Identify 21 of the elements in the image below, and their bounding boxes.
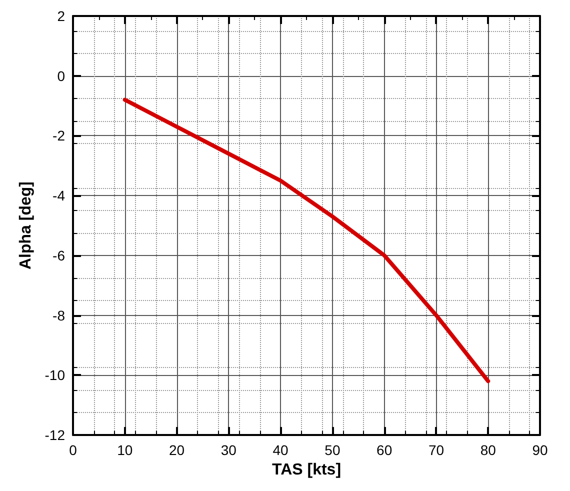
x-tick-label: 20	[168, 442, 185, 458]
y-tick-label: -2	[52, 128, 66, 144]
line-series	[122, 98, 490, 384]
x-tick-label: 90	[532, 442, 548, 458]
x-tick-label: 30	[220, 442, 237, 458]
x-tick-label: 60	[376, 442, 392, 458]
x-tick-label: 10	[117, 442, 133, 458]
y-tick-label: 0	[57, 68, 66, 84]
x-tick-label: 50	[324, 442, 340, 458]
x-tick-label: 40	[272, 442, 289, 458]
y-tick-label: -6	[52, 247, 66, 264]
x-tick-label: 0	[69, 442, 78, 458]
y-tick-label: 2	[57, 8, 66, 24]
y-tick-label: -4	[52, 188, 66, 204]
y-tick-label: -8	[52, 307, 66, 324]
y-axis-title: Alpha [deg]	[17, 182, 34, 270]
x-tick-label: 70	[428, 442, 444, 458]
x-axis-title: TAS [kts]	[272, 461, 342, 478]
y-tick-label: -10	[44, 367, 66, 384]
y-tick-label: -12	[44, 427, 66, 443]
x-tick-label: 80	[480, 442, 496, 458]
